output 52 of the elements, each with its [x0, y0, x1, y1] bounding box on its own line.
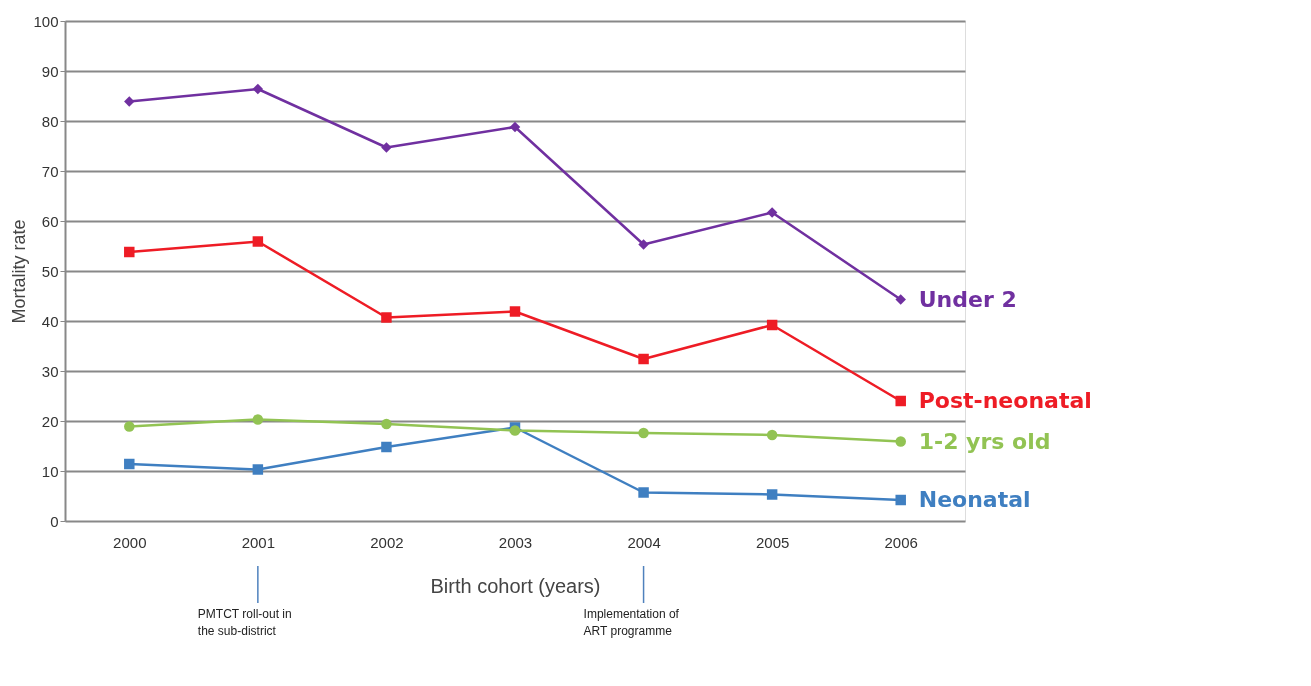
- point: [895, 494, 906, 506]
- x-tick-label: 2000: [113, 533, 147, 551]
- series-label: Under 2: [918, 286, 1017, 312]
- point: [252, 83, 264, 95]
- point: [252, 236, 264, 247]
- series-label: 1-2 yrs old: [918, 428, 1051, 454]
- y-tick-label: 50: [41, 262, 59, 280]
- point: [124, 246, 135, 258]
- point: [638, 487, 649, 498]
- point: [895, 436, 906, 447]
- point: [252, 464, 264, 475]
- text: PMTCT roll-out in the sub-district: [197, 607, 292, 638]
- point: [895, 294, 906, 305]
- y-tick-label: 40: [41, 312, 59, 330]
- y-tick-label: 0: [50, 512, 59, 530]
- point: [638, 427, 649, 439]
- series-label: Neonatal: [918, 487, 1031, 512]
- x-tick-label: 2005: [755, 533, 790, 551]
- point: [124, 421, 135, 432]
- point: [252, 414, 264, 425]
- point: [509, 306, 521, 317]
- y-tick-label: 100: [33, 12, 59, 30]
- x-tick-label: 2006: [884, 533, 918, 551]
- y-tick-label: 10: [41, 462, 59, 480]
- y-tick-label: 60: [41, 212, 59, 230]
- point: [638, 239, 649, 250]
- y-tick-label: 20: [41, 412, 59, 430]
- point: [766, 207, 778, 218]
- y-tick-label: 70: [41, 162, 59, 180]
- point: [766, 489, 778, 500]
- point: [638, 353, 649, 365]
- point: [381, 441, 392, 453]
- text: Implementation of ART programme: [583, 607, 680, 638]
- point: [124, 458, 135, 470]
- point: [895, 395, 906, 407]
- y-tick-label: 80: [41, 112, 59, 130]
- point: [766, 429, 778, 441]
- point: [381, 418, 392, 430]
- x-axis-title: Birth cohort (years): [430, 574, 601, 597]
- point: [381, 142, 392, 153]
- point: [509, 121, 521, 133]
- point: [381, 312, 392, 323]
- y-tick-label: 90: [41, 62, 59, 80]
- x-tick-label: 2003: [498, 533, 533, 551]
- point: [766, 319, 778, 331]
- series-label: Post-neonatal: [918, 388, 1092, 413]
- x-tick-label: 2002: [370, 533, 404, 551]
- y-axis-title: Mortality rate: [9, 219, 30, 324]
- x-tick-label: 2004: [627, 533, 661, 551]
- x-tick-label: 2001: [241, 533, 276, 551]
- y-tick-label: 30: [41, 362, 59, 380]
- point: [124, 96, 135, 107]
